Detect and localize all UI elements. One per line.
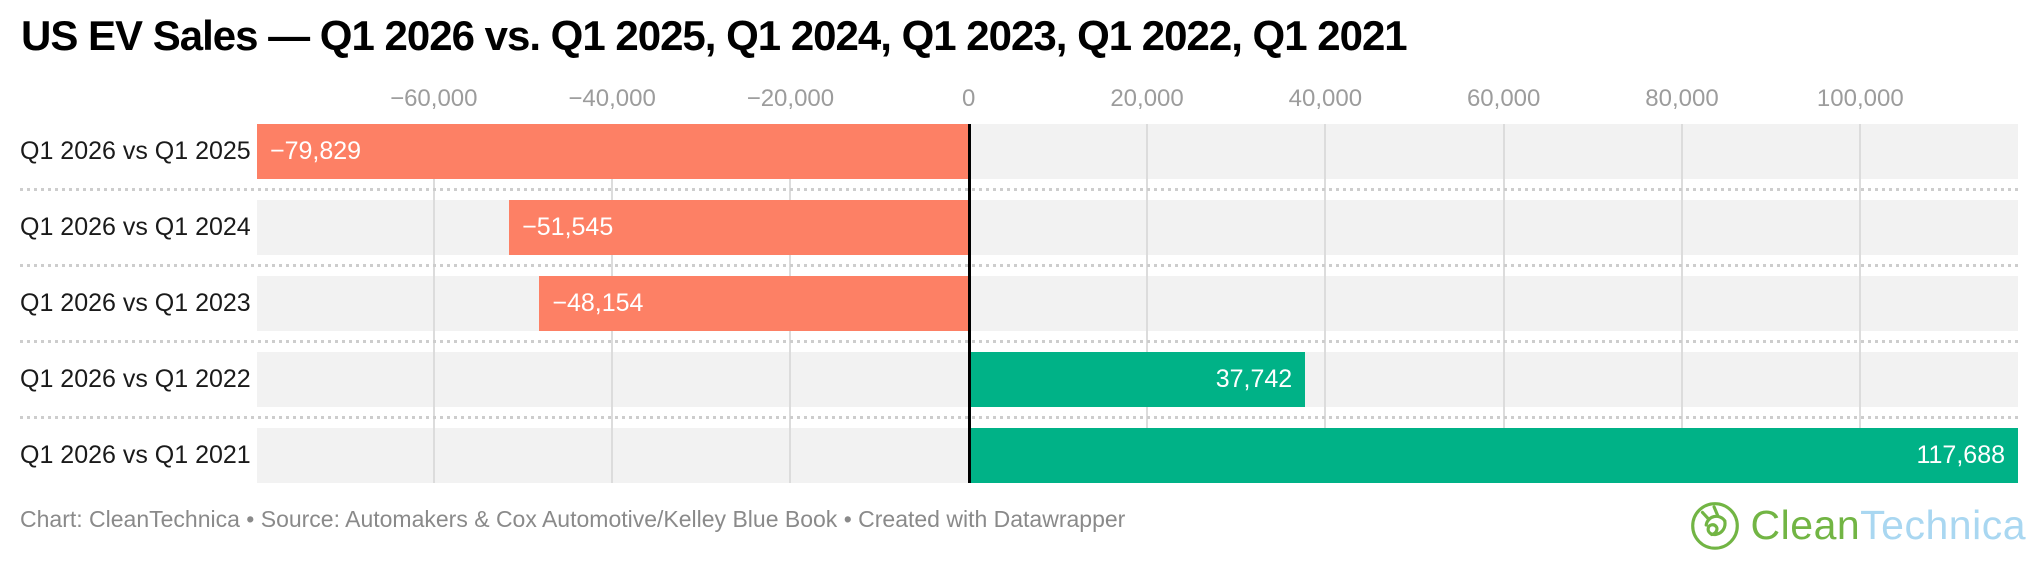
zero-axis-line [967,124,971,483]
x-axis-tick-label: 60,000 [1466,85,1541,112]
category-label: Q1 2026 vs Q1 2022 [20,365,251,393]
bar-value-label: −51,545 [522,213,614,241]
x-axis-tick-label: 0 [962,85,976,112]
row-separator [20,340,2018,343]
x-axis-tick-label: 100,000 [1816,85,1904,112]
grid-line [1859,124,1862,483]
grid-line [1680,124,1683,483]
bar[interactable] [257,124,969,179]
bar[interactable] [509,200,969,255]
grid-line [1502,124,1505,483]
row-separator [20,416,2018,419]
bar[interactable] [539,276,969,331]
bar-value-label: 37,742 [1215,365,1293,393]
chart-title: US EV Sales — Q1 2026 vs. Q1 2025, Q1 20… [21,12,1408,59]
logo-text-technica: Technica [1860,502,2026,548]
row-separator [20,264,2018,267]
x-axis-tick-label: −60,000 [390,85,478,112]
bar-value-label: −48,154 [552,289,644,317]
category-label: Q1 2026 vs Q1 2024 [20,213,251,241]
logo-wordmark: CleanTechnica [1751,497,2026,553]
category-label: Q1 2026 vs Q1 2025 [20,137,251,165]
grid-line [1146,124,1149,483]
x-axis-tick-label: −20,000 [746,85,835,112]
logo-text-clean: Clean [1750,502,1861,548]
category-label: Q1 2026 vs Q1 2021 [20,441,251,469]
x-axis-tick-label: 40,000 [1288,85,1363,112]
x-axis-tick-label: 20,000 [1110,85,1184,112]
category-label: Q1 2026 vs Q1 2023 [20,289,251,317]
x-axis-tick-label: −40,000 [568,85,656,112]
footer-attribution: Chart: CleanTechnica • Source: Automaker… [20,506,1126,532]
bar-value-label: 117,688 [1916,441,2005,469]
bar[interactable] [968,352,1306,407]
cleantechnica-logo[interactable]: CleanTechnica [1689,497,2026,553]
x-axis-tick-label: 80,000 [1645,85,1719,112]
grid-line [432,124,435,483]
bar-value-label: −79,829 [270,137,362,165]
cleantechnica-plug-icon [1689,499,1741,551]
bar[interactable] [968,428,2018,483]
row-background [257,276,2018,331]
grid-line [1324,124,1327,483]
row-separator [20,188,2018,191]
